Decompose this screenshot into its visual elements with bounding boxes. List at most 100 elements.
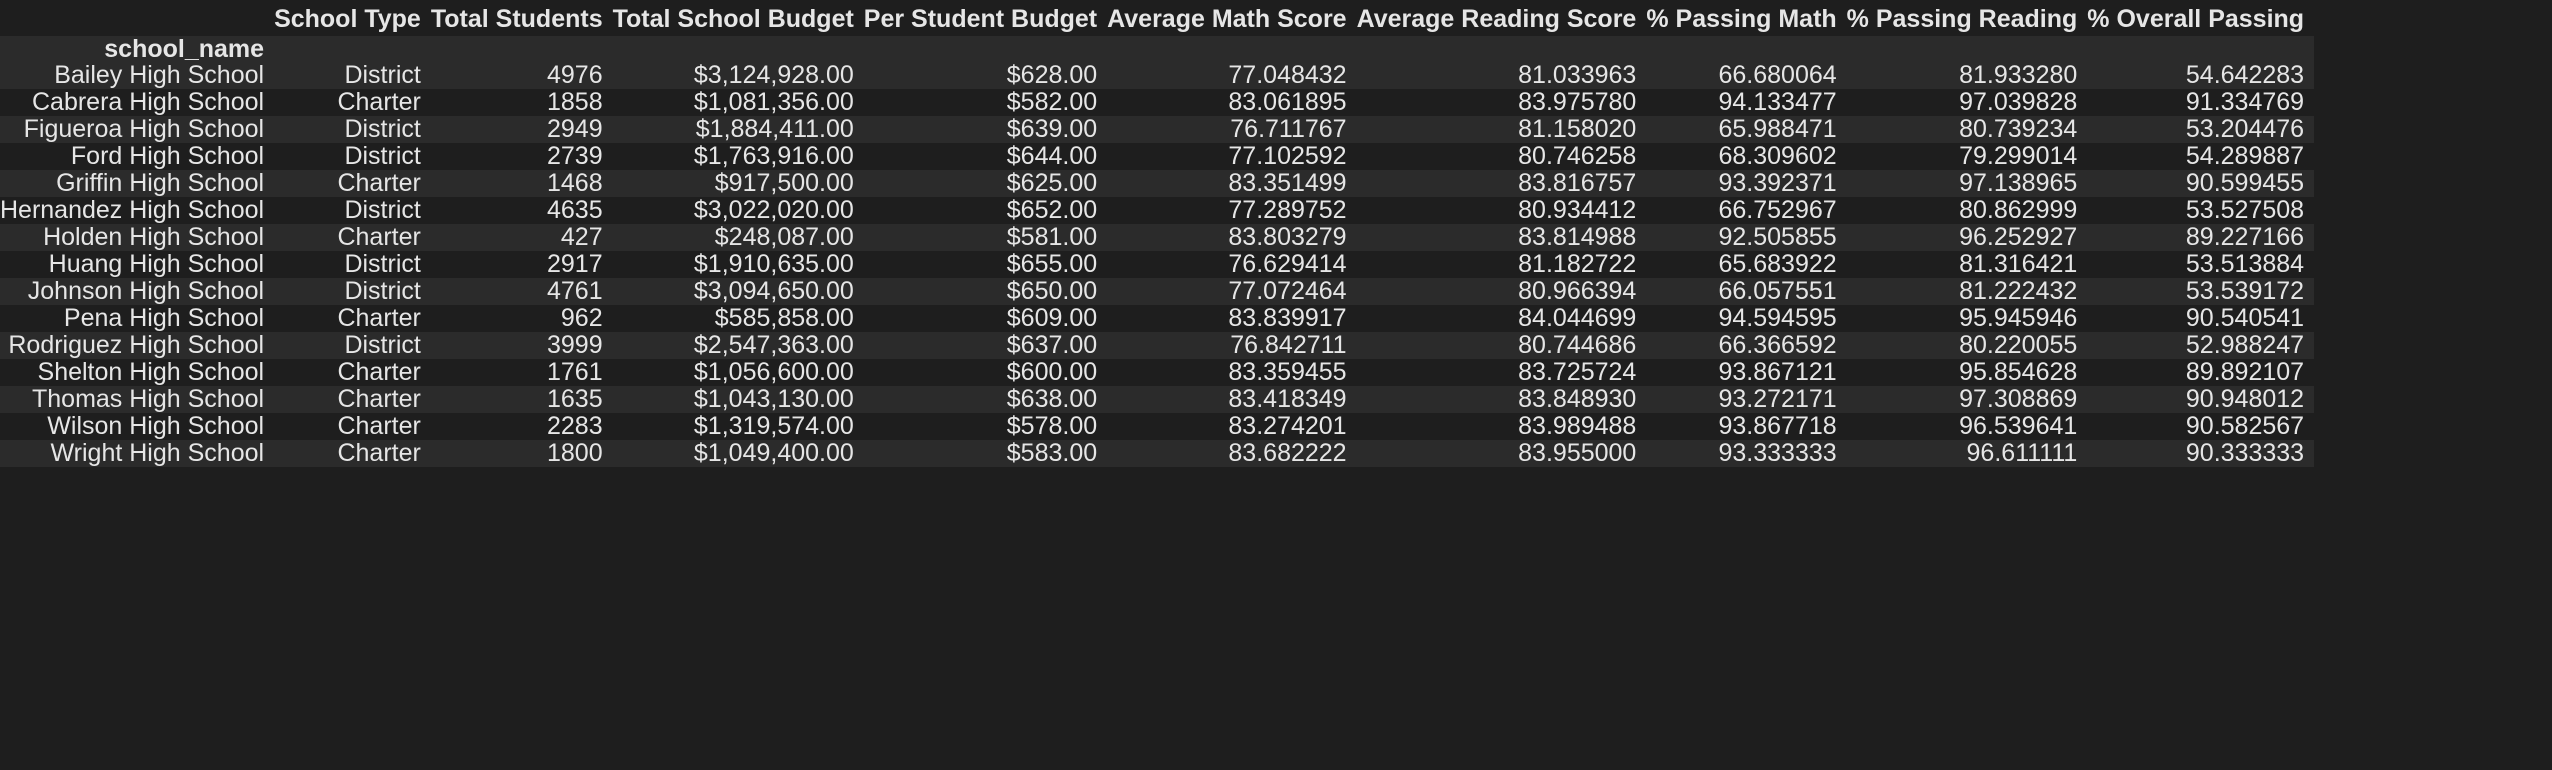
row-index-school-name: Ford High School [70,142,265,170]
table-cell: 52.988247 [2185,331,2305,359]
index-name-header: school_name [104,35,265,63]
table-cell: 93.867718 [1718,412,1837,440]
table-cell: 76.711767 [1230,115,1347,143]
table-cell: 93.867121 [1718,358,1837,386]
table-cell: 96.539641 [1959,412,2078,440]
table-cell: $585,858.00 [714,304,854,332]
table-cell: 83.848930 [1518,385,1637,413]
table-cell: 66.366592 [1718,331,1837,359]
table-cell: 83.989488 [1518,412,1637,440]
table-cell: 2917 [546,250,603,278]
column-header-row: School Type Total Students Total School … [0,0,2314,36]
table-cell: District [344,61,421,89]
table-row: Bailey High School District 4976 $3,124,928… [0,61,2315,89]
table-cell: $609.00 [1006,304,1098,332]
row-index-school-name: Cabrera High School [31,88,265,116]
table-cell: Charter [337,412,421,440]
table-cell: 65.683922 [1718,250,1837,278]
table-cell: $655.00 [1006,250,1098,278]
table-cell: 427 [560,223,603,251]
table-cell: 97.138965 [1959,169,2078,197]
table-cell: $248,087.00 [714,223,854,251]
table-cell: 53.527508 [2185,196,2305,224]
table-cell: 4635 [546,196,603,224]
table-cell: 90.333333 [2185,439,2305,467]
table-cell: 65.988471 [1718,115,1837,143]
table-cell: $650.00 [1006,277,1098,305]
table-cell: 92.505855 [1718,223,1837,251]
table-row: Wright High School Charter 1800 $1,049,400.… [0,439,2315,467]
table-cell: 77.102592 [1228,142,1347,170]
table-cell: 81.033963 [1518,61,1637,89]
table-cell: 1800 [546,439,603,467]
column-header: Total School Budget [612,5,854,33]
table-cell: $639.00 [1006,115,1098,143]
table-cell: 90.948012 [2185,385,2305,413]
table-header: School Type Total Students Total School … [0,0,2315,63]
table-cell: 77.048432 [1228,61,1347,89]
table-cell: 94.594595 [1718,304,1837,332]
table-cell: Charter [337,169,421,197]
table-cell: $581.00 [1006,223,1098,251]
table-cell: Charter [337,358,421,386]
index-header-blank [1646,36,1846,62]
table-cell: 76.629414 [1228,250,1347,278]
table-cell: $1,763,916.00 [693,142,854,170]
table-cell: $1,056,600.00 [693,358,854,386]
index-header-blank [613,36,864,62]
table-cell: $637.00 [1006,331,1098,359]
table-cell: 80.746258 [1518,142,1637,170]
table-cell: 91.334769 [2185,88,2305,116]
index-header-row: school_name [0,35,2315,63]
table-cell: $917,500.00 [714,169,854,197]
table-cell: $625.00 [1006,169,1098,197]
header-blank-cell [0,0,275,36]
table-cell: 83.725724 [1518,358,1637,386]
table-cell: $2,547,363.00 [693,331,854,359]
row-index-school-name: Thomas High School [32,385,265,413]
table-cell: 54.289887 [2185,142,2305,170]
table-row: Rodriguez High School District 3999 $2,547,… [0,331,2315,359]
table-cell: $3,094,650.00 [693,277,854,305]
table-cell: 53.539172 [2185,277,2305,305]
table-cell: 97.308869 [1959,385,2078,413]
table-cell: 96.611111 [1966,439,2078,467]
column-header: Average Math Score [1107,5,1347,33]
table-cell: 77.072464 [1228,277,1347,305]
table-cell: 962 [560,304,603,332]
column-header: % Overall Passing [2087,5,2305,33]
table-cell: 66.680064 [1718,61,1837,89]
table-cell: 80.744686 [1518,331,1637,359]
index-header-blank [864,36,1107,62]
table-row: Huang High School District 2917 $1,910,635.… [0,250,2315,278]
column-header: % Passing Math [1646,5,1837,33]
table-cell: $1,043,130.00 [693,385,854,413]
table-cell: Charter [337,304,421,332]
table-cell: 95.854628 [1959,358,2078,386]
table-cell: 66.057551 [1718,277,1837,305]
table-cell: 77.289752 [1228,196,1347,224]
table-cell: $644.00 [1006,142,1098,170]
index-header-blank [431,36,613,62]
table-row: Wilson High School Charter 2283 $1,319,574.… [0,412,2315,440]
table-cell: 90.599455 [2185,169,2305,197]
table-cell: 1468 [546,169,603,197]
table-cell: 76.842711 [1230,331,1347,359]
table-cell: 80.220055 [1959,331,2078,359]
table-cell: 89.892107 [2185,358,2305,386]
row-index-school-name: Rodriguez High School [8,331,265,359]
table-body: Bailey High School District 4976 $3,124,928… [0,61,2315,467]
table-cell: Charter [337,439,421,467]
table-cell: 1635 [546,385,603,413]
table-cell: District [344,277,421,305]
table-cell: 93.392371 [1718,169,1837,197]
table-cell: District [344,196,421,224]
table-cell: 53.513884 [2185,250,2305,278]
table-cell: $1,910,635.00 [693,250,854,278]
table-row: Holden High School Charter 427 $248,087.00 $… [0,223,2315,251]
table-cell: $1,884,411.00 [695,115,854,143]
table-row: Shelton High School Charter 1761 $1,056,600… [0,358,2315,386]
table-cell: 83.975780 [1518,88,1637,116]
table-cell: $628.00 [1006,61,1098,89]
